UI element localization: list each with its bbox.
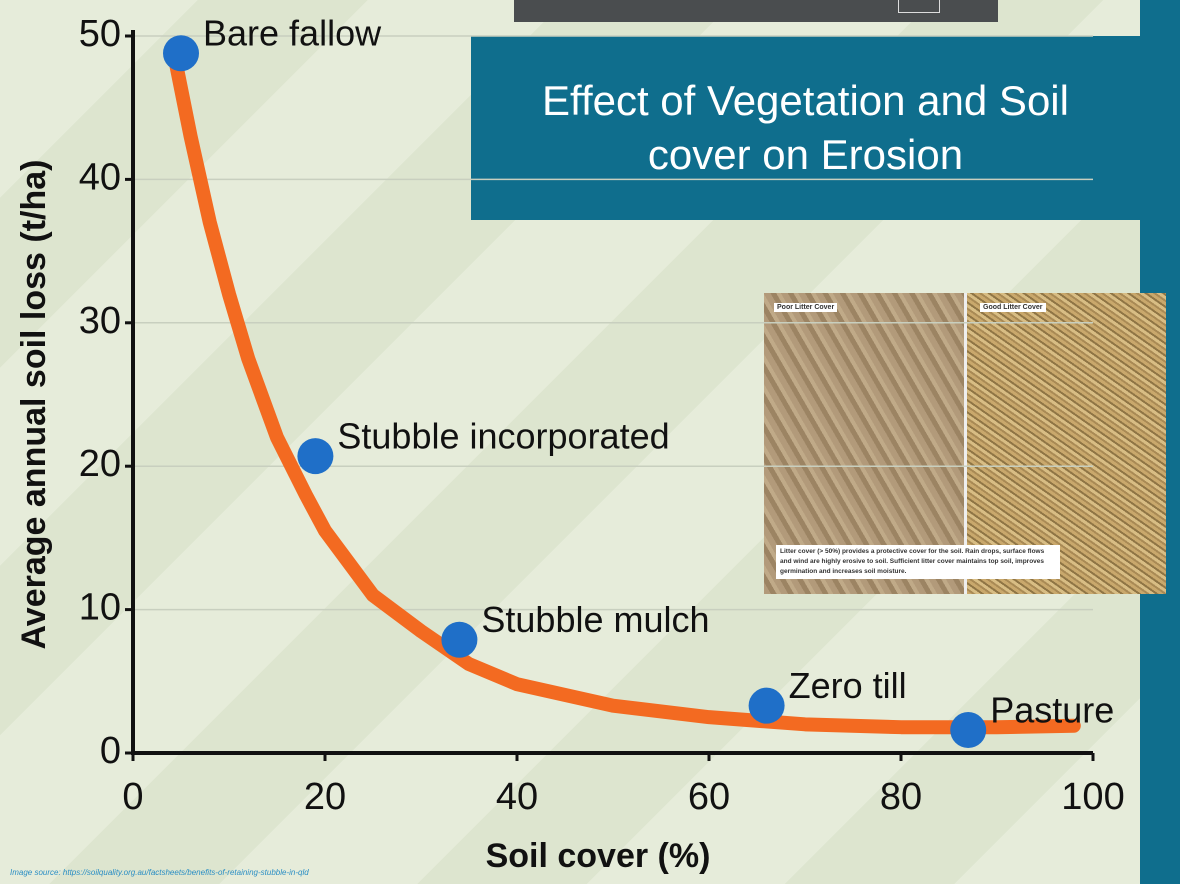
photo-poor [764,293,964,594]
x-tick-label: 40 [496,776,538,818]
point-label: Zero till [789,665,907,706]
video-toolbar [514,0,998,22]
toolbar-button[interactable] [898,0,940,13]
chart-title: Effect of Vegetation and Soil cover on E… [542,77,1069,178]
point-label: Stubble mulch [481,599,709,640]
data-point [297,438,334,475]
x-tick-label: 20 [304,776,346,818]
point-label: Bare fallow [203,13,382,54]
photo-caption: Litter cover (> 50%) provides a protecti… [776,545,1060,579]
y-tick-label: 20 [79,443,121,485]
x-tick-label: 60 [688,776,730,818]
data-point [950,712,987,749]
x-axis-label: Soil cover (%) [486,837,711,875]
y-tick-label: 30 [79,300,121,342]
y-tick-label: 0 [100,730,121,772]
y-tick-label: 40 [79,156,121,198]
inset-photo: Poor Litter Cover Good Litter Cover Litt… [764,293,1166,594]
y-tick-label: 50 [79,13,121,55]
source-note: Image source: https://soilquality.org.au… [10,868,309,877]
photo-label: Poor Litter Cover [774,303,838,312]
title-box: Effect of Vegetation and Soil cover on E… [471,36,1140,220]
x-tick-label: 100 [1061,776,1124,818]
photo-label: Good Litter Cover [980,303,1046,312]
photo-good [967,293,1166,594]
x-tick-label: 0 [122,776,143,818]
point-label: Pasture [990,690,1114,731]
y-axis-label: Average annual soil loss (t/ha) [15,160,53,650]
point-label: Stubble incorporated [337,416,669,457]
fit-curve [169,57,1081,735]
photo-divider [964,293,967,594]
y-tick-label: 10 [79,587,121,629]
data-point [748,687,785,724]
data-point [163,35,199,72]
data-point [441,621,478,658]
x-tick-label: 80 [880,776,922,818]
